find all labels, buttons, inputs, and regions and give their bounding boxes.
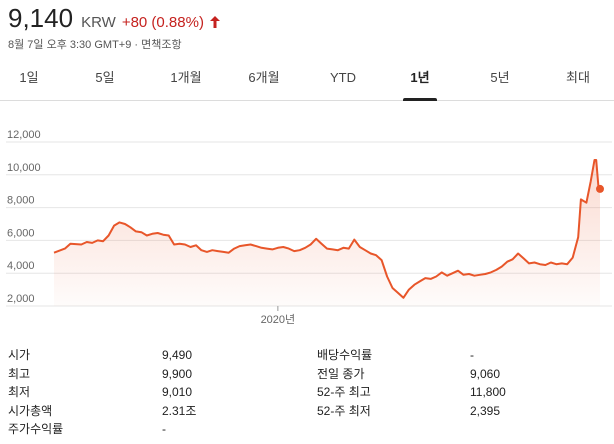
stat-value: 9,490 (162, 348, 193, 362)
tab-7[interactable]: 최대 (566, 70, 590, 85)
y-tick-label-4: 4,000 (7, 260, 35, 272)
tab-6[interactable]: 5년 (490, 70, 510, 85)
stat-value: 2,395 (470, 403, 501, 418)
tab-5[interactable]: 1년 (385, 58, 455, 100)
stat-row: 52-주 최저 2,395 (317, 402, 590, 420)
stat-row: 최고 9,900 (8, 365, 282, 383)
stat-row: 배당수익률 - (317, 346, 590, 364)
stat-value: 11,800 (470, 385, 506, 399)
stat-label: 시가총액 (8, 403, 53, 418)
stat-label: 최고 (8, 366, 31, 381)
y-tick-label-3: 6,000 (7, 227, 35, 239)
tab-1[interactable]: 5일 (95, 70, 115, 85)
quote-header: 9,140 KRW +80 (0.88%) (8, 3, 220, 33)
stat-row: 52-주 최고 11,800 (317, 383, 590, 401)
series-area-0 (54, 160, 600, 306)
stat-label: 전일 종가 (317, 366, 365, 381)
tab-0[interactable]: 1일 (19, 70, 39, 85)
tab-4[interactable]: YTD (330, 70, 356, 85)
currency-code: KRW (81, 14, 116, 31)
stat-row: 시가 9,490 (8, 346, 282, 364)
stat-row: 최저 9,010 (8, 383, 282, 401)
series-line-0 (53, 159, 601, 299)
quote-timestamp: 8월 7일 오후 3:30 GMT+9 (8, 39, 132, 51)
price-change: +80 (0.88%) (121, 14, 204, 31)
current-price: 9,140 (8, 3, 74, 33)
stat-value: - (162, 422, 166, 436)
stat-value: 9,060 (470, 366, 501, 381)
y-tick-label-1: 10,000 (7, 162, 41, 174)
quote-meta: 8월 7일 오후 3:30 GMT+9 · 면책조항 (8, 36, 182, 52)
price-chart: 12,000 10,000 8,000 6,000 4,000 2,000 2020년 (6, 129, 612, 324)
arrow-up-icon (209, 15, 220, 28)
y-tick-label-5: 2,000 (7, 293, 35, 305)
stat-label: 52-주 최고 (317, 385, 371, 399)
y-tick-label-2: 8,000 (7, 195, 35, 207)
stat-label: 배당수익률 (317, 348, 373, 362)
tab-2[interactable]: 1개월 (170, 70, 202, 85)
stat-label: 주가수익률 (8, 422, 64, 436)
x-tick-label-0: 2020년 (261, 313, 296, 324)
stat-value: 9,900 (162, 366, 193, 381)
stat-row: 전일 종가 9,060 (317, 365, 590, 383)
range-tabs: 1일 5일 1개월 6개월 YTD 1년 5년 최대 (0, 58, 614, 101)
stat-value: 9,010 (162, 385, 193, 399)
separator-dot: · (134, 39, 142, 51)
stat-row: 주가수익률 - (8, 420, 282, 438)
tab-3[interactable]: 6개월 (248, 70, 280, 85)
stat-label: 시가 (8, 348, 31, 362)
y-tick-label-0: 12,000 (7, 129, 41, 141)
stat-value: 2.31조 (162, 403, 197, 418)
stat-value: - (470, 348, 474, 362)
last-price-point (596, 184, 604, 193)
stat-label: 52-주 최저 (317, 403, 371, 418)
disclaimer-link[interactable]: 면책조항 (141, 39, 182, 51)
stat-label: 최저 (8, 385, 31, 399)
stat-row: 시가총액 2.31조 (8, 402, 282, 420)
